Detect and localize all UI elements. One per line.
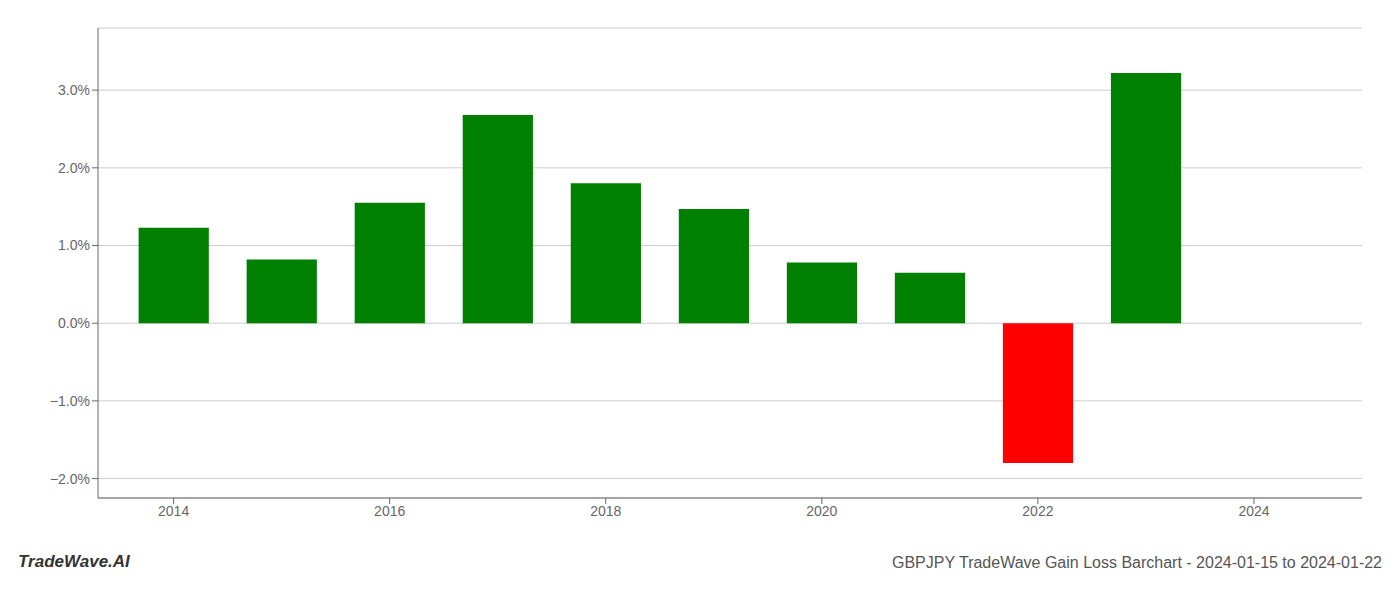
svg-text:2024: 2024 <box>1238 503 1269 519</box>
svg-text:−1.0%: −1.0% <box>50 393 90 409</box>
html-text:TradeWave.AI: TradeWave.AI <box>18 552 130 571</box>
svg-text:2.0%: 2.0% <box>58 160 90 176</box>
html-text:GBPJPY TradeWave Gain Loss Bar: GBPJPY TradeWave Gain Loss Barchart - 20… <box>892 554 1382 571</box>
svg-text:3.0%: 3.0% <box>58 82 90 98</box>
svg-text:0.0%: 0.0% <box>58 315 90 331</box>
svg-text:2020: 2020 <box>806 503 837 519</box>
svg-text:2016: 2016 <box>374 503 405 519</box>
svg-text:1.0%: 1.0% <box>58 237 90 253</box>
svg-text:2022: 2022 <box>1022 503 1053 519</box>
svg-text:2018: 2018 <box>590 503 621 519</box>
svg-text:2014: 2014 <box>158 503 189 519</box>
svg-text:−2.0%: −2.0% <box>50 471 90 487</box>
